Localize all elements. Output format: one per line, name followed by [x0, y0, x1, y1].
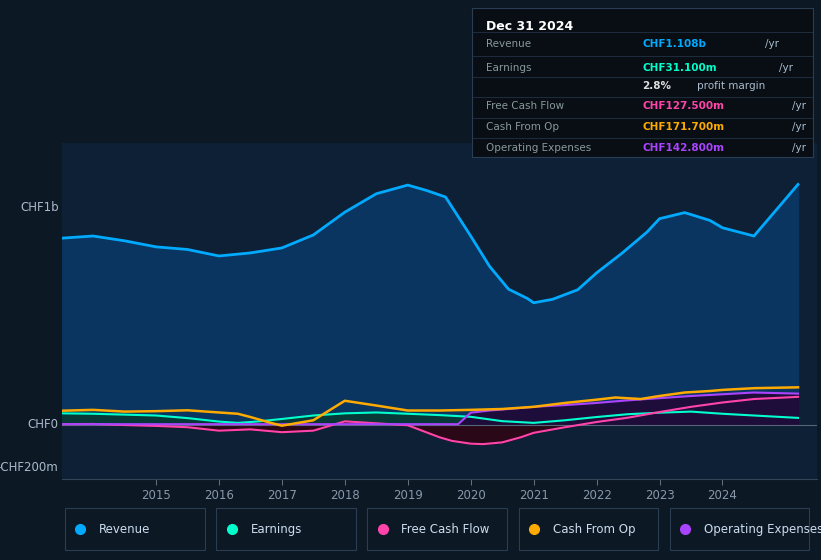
Text: Revenue: Revenue [486, 39, 531, 49]
Text: CHF142.800m: CHF142.800m [643, 143, 724, 153]
Text: Free Cash Flow: Free Cash Flow [486, 101, 564, 111]
Text: /yr: /yr [792, 122, 806, 132]
Text: Cash From Op: Cash From Op [486, 122, 559, 132]
Text: Operating Expenses: Operating Expenses [704, 522, 821, 536]
FancyBboxPatch shape [217, 508, 356, 550]
Text: CHF1.108b: CHF1.108b [643, 39, 706, 49]
Text: CHF0: CHF0 [28, 418, 58, 431]
FancyBboxPatch shape [519, 508, 658, 550]
Text: Operating Expenses: Operating Expenses [486, 143, 591, 153]
Text: profit margin: profit margin [697, 81, 765, 91]
FancyBboxPatch shape [368, 508, 507, 550]
Text: CHF1b: CHF1b [20, 202, 58, 214]
Text: /yr: /yr [792, 143, 806, 153]
Text: /yr: /yr [792, 101, 806, 111]
Text: 2.8%: 2.8% [643, 81, 672, 91]
Text: Revenue: Revenue [99, 522, 151, 536]
Text: /yr: /yr [778, 63, 793, 73]
Text: -CHF200m: -CHF200m [0, 461, 58, 474]
Text: CHF171.700m: CHF171.700m [643, 122, 725, 132]
Text: Dec 31 2024: Dec 31 2024 [486, 20, 573, 33]
Text: Earnings: Earnings [486, 63, 531, 73]
Text: Cash From Op: Cash From Op [553, 522, 635, 536]
FancyBboxPatch shape [66, 508, 205, 550]
FancyBboxPatch shape [670, 508, 810, 550]
Text: Earnings: Earnings [250, 522, 302, 536]
Text: Free Cash Flow: Free Cash Flow [401, 522, 490, 536]
Text: /yr: /yr [765, 39, 779, 49]
Text: CHF31.100m: CHF31.100m [643, 63, 717, 73]
Text: CHF127.500m: CHF127.500m [643, 101, 724, 111]
